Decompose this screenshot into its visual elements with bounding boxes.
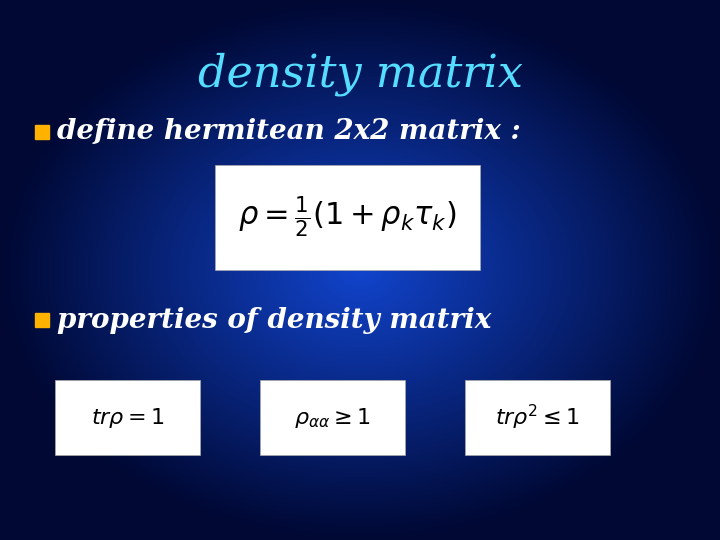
FancyBboxPatch shape [215, 165, 480, 270]
Text: define hermitean 2x2 matrix :: define hermitean 2x2 matrix : [57, 118, 521, 145]
FancyBboxPatch shape [35, 313, 49, 327]
Text: $tr\rho^2 \leq 1$: $tr\rho^2 \leq 1$ [495, 403, 580, 432]
Text: $\rho_{\alpha\alpha} \geq 1$: $\rho_{\alpha\alpha} \geq 1$ [294, 406, 371, 429]
Text: density matrix: density matrix [197, 52, 523, 96]
FancyBboxPatch shape [260, 380, 405, 455]
Text: $tr\rho = 1$: $tr\rho = 1$ [91, 406, 164, 429]
Text: properties of density matrix: properties of density matrix [57, 307, 491, 334]
FancyBboxPatch shape [55, 380, 200, 455]
FancyBboxPatch shape [35, 125, 49, 139]
Text: $\rho = \frac{1}{2}(1 + \rho_k \tau_k)$: $\rho = \frac{1}{2}(1 + \rho_k \tau_k)$ [238, 195, 456, 240]
FancyBboxPatch shape [465, 380, 610, 455]
